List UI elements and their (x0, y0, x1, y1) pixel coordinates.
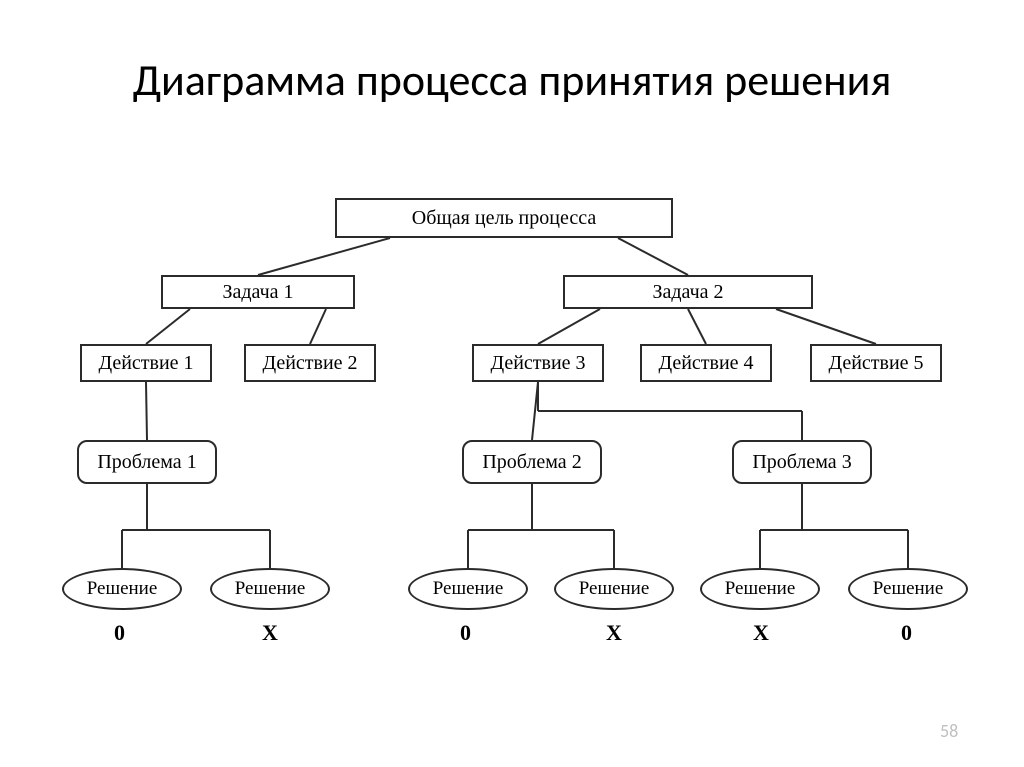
node-problem-3: Проблема 3 (732, 440, 872, 484)
node-task-2: Задача 2 (563, 275, 813, 309)
node-solution-1: Решение (62, 568, 182, 610)
node-root: Общая цель процесса (335, 198, 673, 238)
mark-5: X (753, 620, 769, 646)
node-action-4: Действие 4 (640, 344, 772, 382)
edge (688, 309, 706, 344)
mark-3: 0 (460, 620, 471, 646)
mark-4: X (606, 620, 622, 646)
page-number: 58 (940, 720, 958, 742)
edge (618, 238, 688, 275)
edge (310, 309, 326, 344)
node-task-1: Задача 1 (161, 275, 355, 309)
node-solution-2: Решение (210, 568, 330, 610)
edge (146, 382, 147, 440)
node-action-1: Действие 1 (80, 344, 212, 382)
node-action-2: Действие 2 (244, 344, 376, 382)
node-solution-6: Решение (848, 568, 968, 610)
mark-6: 0 (901, 620, 912, 646)
edge (776, 309, 876, 344)
node-action-3: Действие 3 (472, 344, 604, 382)
diagram-canvas: Общая цель процесса Задача 1 Задача 2 Де… (0, 0, 1024, 767)
node-solution-3: Решение (408, 568, 528, 610)
node-solution-4: Решение (554, 568, 674, 610)
node-solution-5: Решение (700, 568, 820, 610)
edge (538, 309, 600, 344)
edge (258, 238, 390, 275)
mark-1: 0 (114, 620, 125, 646)
edges-layer (0, 0, 1024, 767)
node-action-5: Действие 5 (810, 344, 942, 382)
node-problem-1: Проблема 1 (77, 440, 217, 484)
mark-2: X (262, 620, 278, 646)
node-problem-2: Проблема 2 (462, 440, 602, 484)
edge (146, 309, 190, 344)
